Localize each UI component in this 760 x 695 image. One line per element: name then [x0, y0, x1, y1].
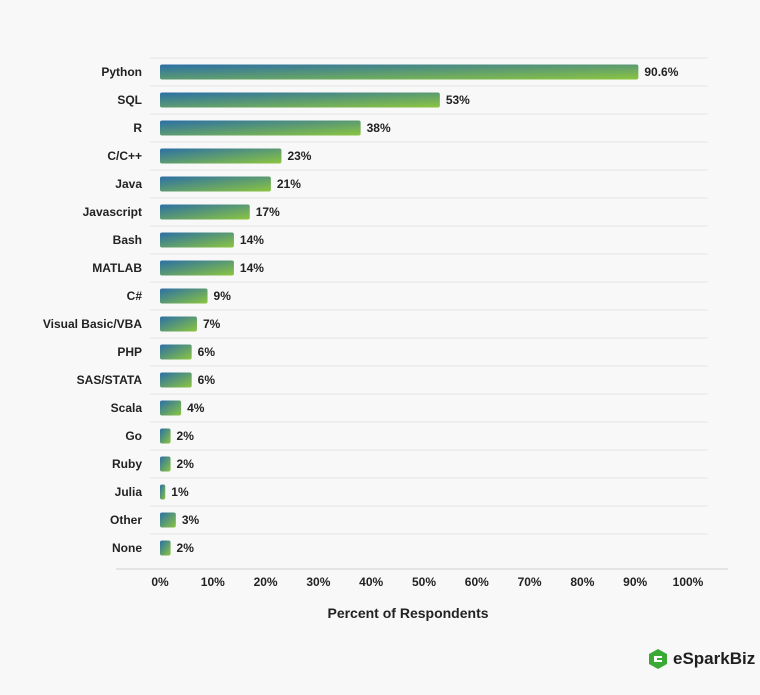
bar: [160, 372, 192, 388]
x-tick-label: 60%: [465, 575, 489, 589]
category-label: Scala: [111, 401, 143, 415]
bars: [160, 64, 639, 556]
category-label: Python: [101, 65, 142, 79]
category-label: C#: [127, 289, 143, 303]
value-label: 21%: [277, 177, 301, 191]
x-axis-title: Percent of Respondents: [327, 605, 488, 621]
x-tick-label: 80%: [570, 575, 594, 589]
brand-name: eSparkBiz: [673, 649, 756, 668]
bar: [160, 120, 361, 136]
x-tick-label: 0%: [151, 575, 169, 589]
value-label: 17%: [256, 205, 280, 219]
bar: [160, 512, 176, 528]
bar: [160, 288, 208, 304]
category-label: Other: [110, 513, 142, 527]
bar: [160, 204, 250, 220]
value-label: 23%: [287, 149, 311, 163]
x-tick-label: 100%: [673, 575, 704, 589]
bar: [160, 232, 234, 248]
x-tick-label: 50%: [412, 575, 436, 589]
value-label: 1%: [171, 485, 189, 499]
x-tick-labels: 0% 10% 20% 30% 40% 50% 60% 70% 80% 90% 100%: [151, 575, 703, 589]
value-label: 4%: [187, 401, 205, 415]
brand-logo: eSparkBiz: [648, 648, 755, 670]
value-label: 53%: [446, 93, 470, 107]
x-tick-label: 40%: [359, 575, 383, 589]
category-label: R: [133, 121, 142, 135]
grid-lines: [150, 57, 708, 535]
category-label: C/C++: [107, 149, 142, 163]
bar: [160, 260, 234, 276]
bar: [160, 428, 171, 444]
value-label: 14%: [240, 233, 264, 247]
x-tick-label: 20%: [254, 575, 278, 589]
x-tick-label: 90%: [623, 575, 647, 589]
category-label: Bash: [113, 233, 142, 247]
x-tick-label: 70%: [518, 575, 542, 589]
category-label: SAS/STATA: [77, 373, 143, 387]
value-label: 6%: [198, 345, 216, 359]
value-label: 2%: [177, 457, 195, 471]
value-labels: 90.6% 53% 38% 23% 21% 17% 14% 14% 9% 7% 6% 6% 4% 2% 2%…: [171, 65, 678, 555]
bar: [160, 540, 171, 556]
bar: [160, 176, 271, 192]
value-label: 38%: [367, 121, 391, 135]
value-label: 3%: [182, 513, 200, 527]
category-label: None: [112, 541, 142, 555]
category-label: Ruby: [112, 457, 142, 471]
category-label: Java: [115, 177, 142, 191]
x-tick-label: 10%: [201, 575, 225, 589]
value-label: 2%: [177, 541, 195, 555]
esparkbiz-logo-icon: [648, 648, 668, 670]
category-label: Julia: [115, 485, 143, 499]
category-label: SQL: [117, 93, 142, 107]
category-labels: Python SQL R C/C++ Java Javascript Bash MATLAB C…: [43, 65, 143, 555]
bar: [160, 92, 440, 108]
bar: [160, 484, 166, 500]
value-label: 90.6%: [644, 65, 678, 79]
bar: [160, 148, 282, 164]
value-label: 9%: [214, 289, 232, 303]
value-label: 2%: [177, 429, 195, 443]
bar: [160, 316, 197, 332]
category-label: PHP: [117, 345, 142, 359]
bar: [160, 456, 171, 472]
value-label: 6%: [198, 373, 216, 387]
category-label: Visual Basic/VBA: [43, 317, 142, 331]
category-label: Go: [125, 429, 142, 443]
x-tick-label: 30%: [306, 575, 330, 589]
category-label: MATLAB: [92, 261, 142, 275]
value-label: 14%: [240, 261, 264, 275]
category-label: Javascript: [83, 205, 142, 219]
value-label: 7%: [203, 317, 221, 331]
bar: [160, 344, 192, 360]
bar: [160, 64, 639, 80]
bar: [160, 400, 182, 416]
